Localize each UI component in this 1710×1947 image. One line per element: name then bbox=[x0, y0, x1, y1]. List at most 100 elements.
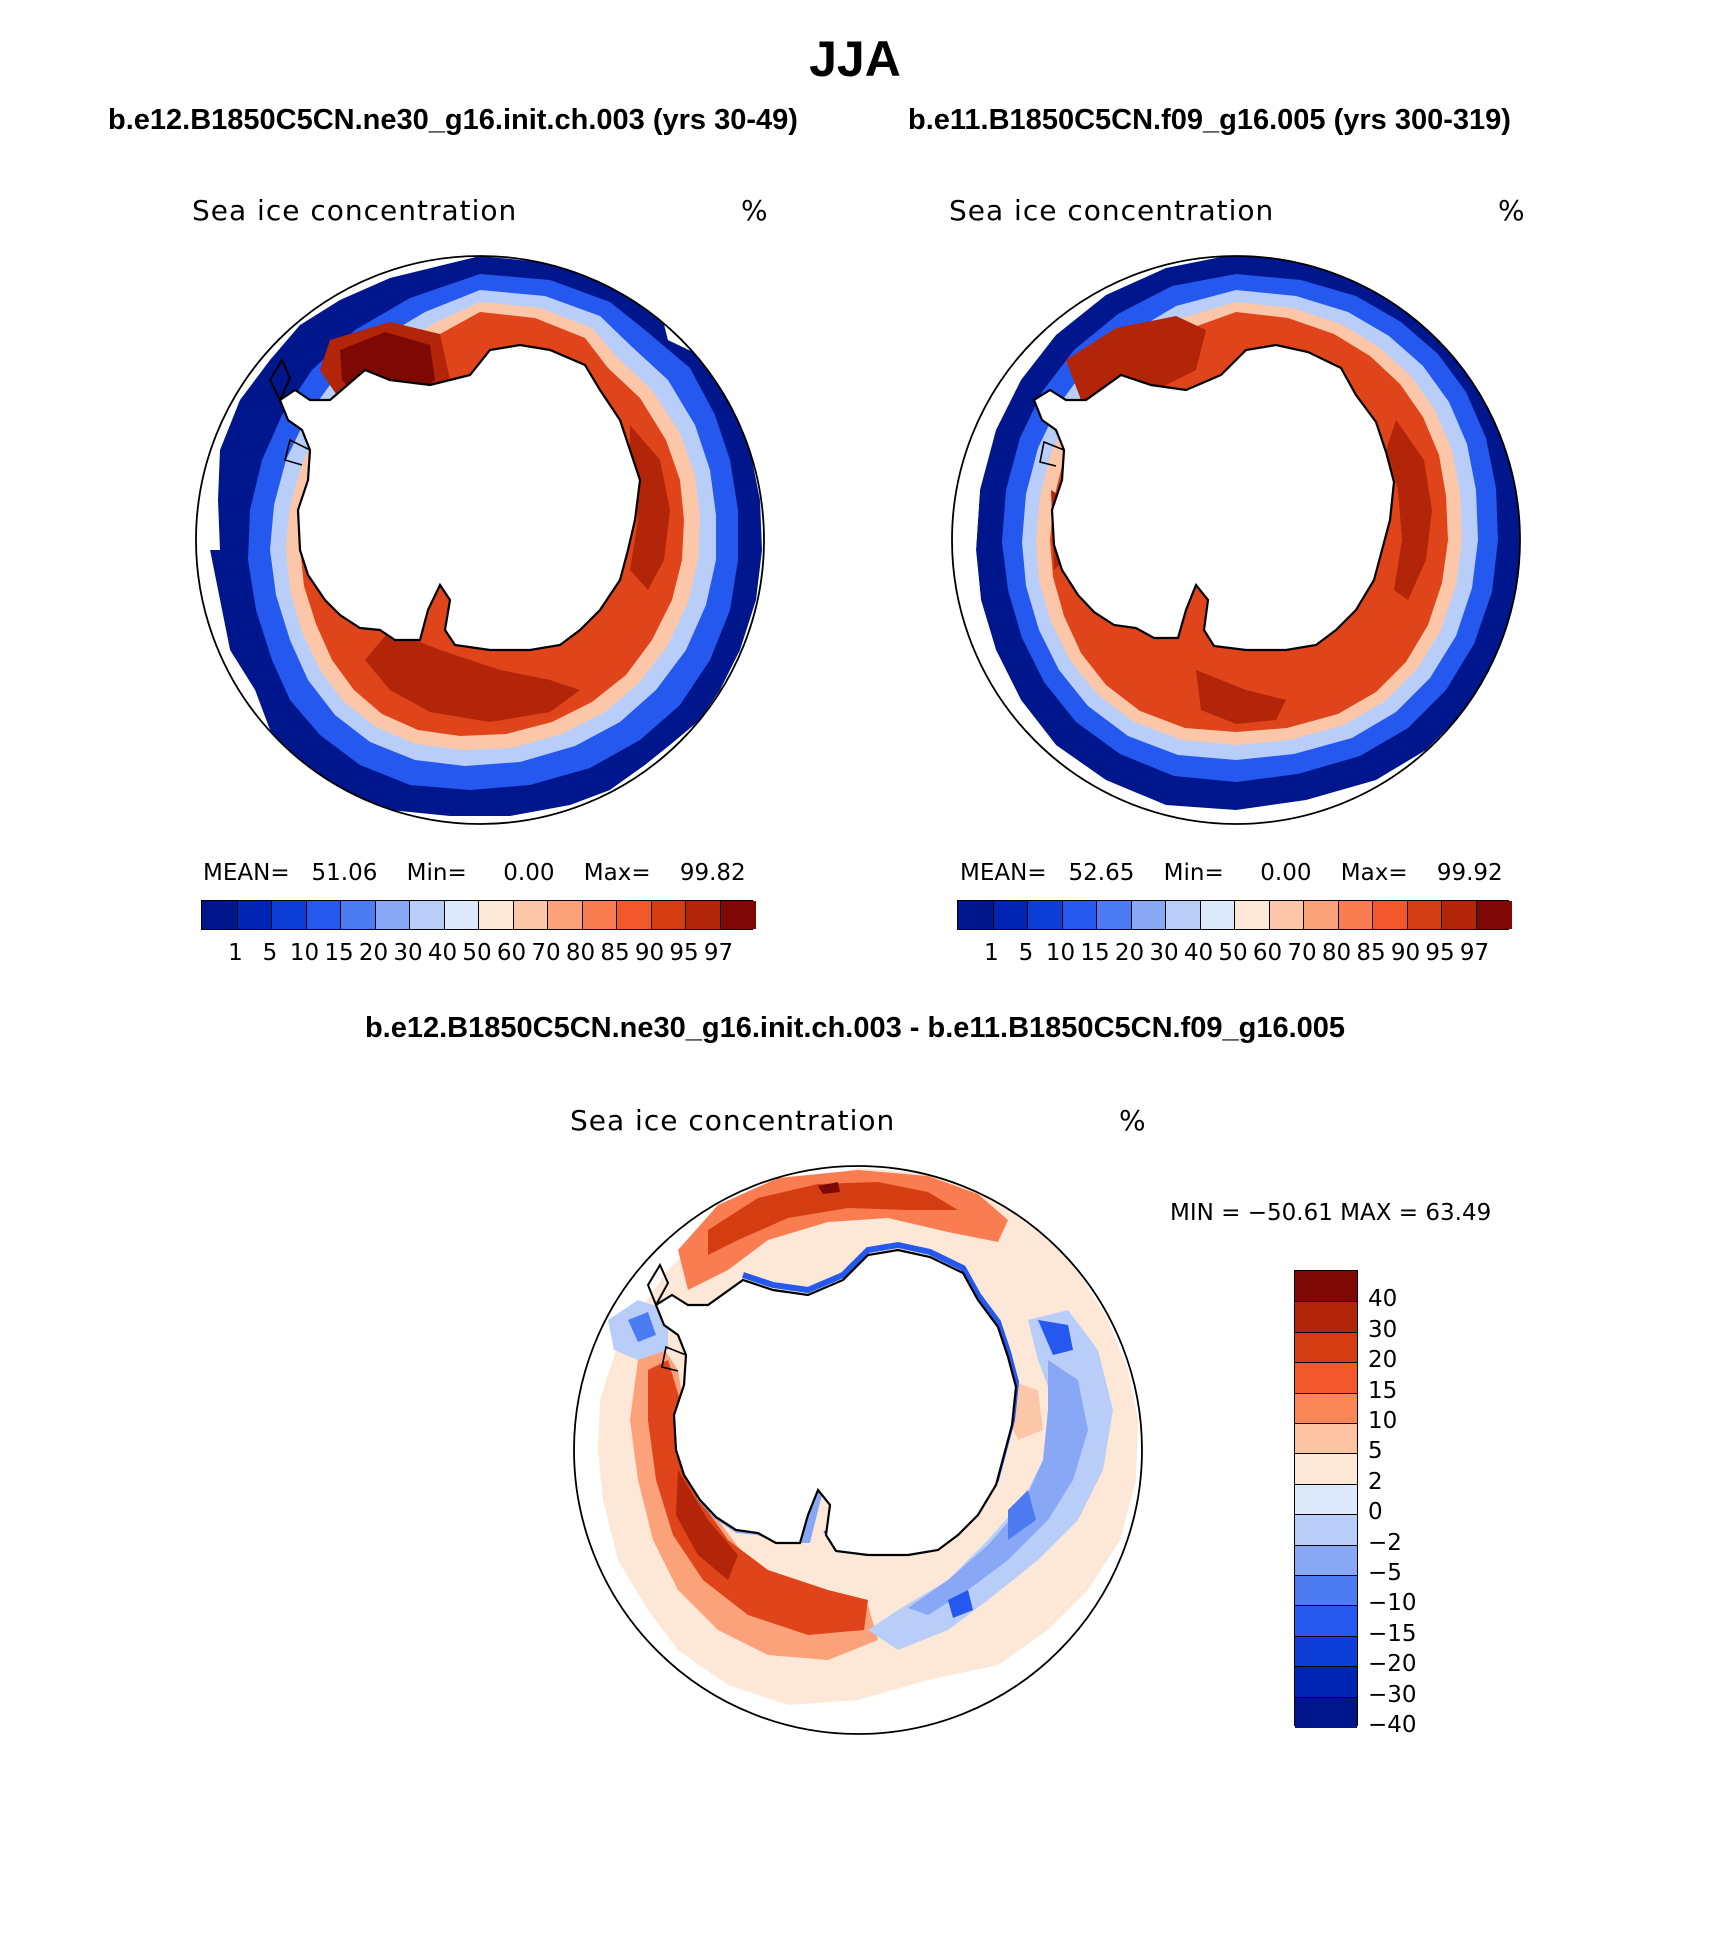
colorbar-tick-label: 50 bbox=[462, 940, 492, 966]
colorbar-swatch bbox=[271, 901, 307, 929]
colorbar-swatch bbox=[1295, 1666, 1357, 1699]
colorbar-swatch bbox=[1295, 1544, 1357, 1577]
colorbar-tick-label: −30 bbox=[1368, 1681, 1417, 1708]
colorbar-tick-label: 97 bbox=[1459, 940, 1490, 966]
colorbar-swatch bbox=[650, 901, 687, 929]
colorbar-swatch bbox=[1295, 1635, 1357, 1668]
colorbar-tick-label: 70 bbox=[531, 940, 561, 966]
colorbar-tick-label: 30 bbox=[1368, 1316, 1398, 1343]
colorbar-tick-label: 95 bbox=[669, 940, 699, 966]
colorbar-swatch bbox=[409, 901, 445, 929]
colorbar-swatch bbox=[1295, 1575, 1357, 1607]
diff-panel-title: b.e12.B1850C5CN.ne30_g16.init.ch.003 - b… bbox=[364, 1012, 1346, 1044]
figure-title: JJA bbox=[809, 31, 901, 87]
panel2-min-label: Min= bbox=[1163, 860, 1224, 886]
colorbar-swatch bbox=[1096, 901, 1132, 929]
colorbar-swatch bbox=[1295, 1483, 1357, 1516]
colorbar-tick-label: 5 bbox=[262, 940, 278, 966]
colorbar-swatch bbox=[719, 901, 756, 929]
colorbar-swatch bbox=[1295, 1392, 1357, 1425]
colorbar-tick-label: 15 bbox=[1080, 940, 1110, 966]
colorbar-tick-label: −10 bbox=[1368, 1590, 1417, 1617]
colorbar-tick-label: 1 bbox=[228, 940, 243, 966]
colorbar-tick-label: 5 bbox=[1018, 940, 1034, 966]
colorbar-swatch bbox=[1295, 1514, 1357, 1547]
colorbar-swatch bbox=[958, 901, 993, 929]
panel2-case-title: b.e11.B1850C5CN.f09_g16.005 (yrs 300-319… bbox=[908, 104, 1511, 136]
panel1-case-title: b.e12.B1850C5CN.ne30_g16.init.ch.003 (yr… bbox=[108, 104, 798, 136]
colorbar-tick-label: 15 bbox=[1368, 1377, 1398, 1404]
colorbar-swatch bbox=[1268, 901, 1305, 929]
panel1-mean-label: MEAN= bbox=[203, 860, 290, 886]
colorbar-tick-label: 95 bbox=[1425, 940, 1455, 966]
colorbar-tick-label: 15 bbox=[324, 940, 354, 966]
diff-colorbar bbox=[1294, 1270, 1358, 1729]
diff-variable-label: Sea ice concentration bbox=[570, 1104, 896, 1137]
colorbar-tick-label: 50 bbox=[1218, 940, 1248, 966]
colorbar-tick-label: −5 bbox=[1368, 1560, 1402, 1586]
colorbar-swatch bbox=[1406, 901, 1443, 929]
colorbar-swatch bbox=[1295, 1331, 1357, 1364]
colorbar-tick-label: 20 bbox=[358, 940, 389, 966]
colorbar-swatch bbox=[512, 901, 549, 929]
panel2-variable-label: Sea ice concentration bbox=[949, 194, 1275, 227]
colorbar-tick-label: 60 bbox=[1252, 940, 1283, 966]
colorbar-tick-label: 97 bbox=[703, 940, 734, 966]
colorbar-swatch bbox=[443, 901, 480, 929]
colorbar-tick-label: 60 bbox=[496, 940, 527, 966]
panel1-units-label: % bbox=[741, 194, 769, 227]
colorbar-swatch bbox=[1234, 901, 1270, 929]
panel1-max-label: Max= bbox=[583, 860, 651, 886]
colorbar-swatch bbox=[478, 901, 514, 929]
colorbar-tick-label: 30 bbox=[1149, 940, 1179, 966]
panel1-max-value: 99.82 bbox=[679, 860, 746, 886]
colorbar-swatch bbox=[1130, 901, 1167, 929]
colorbar-tick-label: 85 bbox=[600, 940, 630, 966]
colorbar-tick-label: 20 bbox=[1114, 940, 1145, 966]
colorbar-tick-label: −15 bbox=[1368, 1620, 1417, 1647]
panel2-stats: MEAN= 52.65 Min= 0.00 Max= 99.92 bbox=[960, 860, 1503, 886]
panel1-variable-label: Sea ice concentration bbox=[192, 194, 518, 227]
colorbar-swatch bbox=[236, 901, 273, 929]
panel2-mean-label: MEAN= bbox=[960, 860, 1047, 886]
colorbar-tick-label: 90 bbox=[1390, 940, 1421, 966]
colorbar-tick-label: 10 bbox=[1045, 940, 1076, 966]
colorbar-swatch bbox=[1337, 901, 1374, 929]
colorbar-swatch bbox=[1027, 901, 1063, 929]
diff-units-label: % bbox=[1119, 1104, 1147, 1137]
colorbar-tick-label: 10 bbox=[289, 940, 320, 966]
colorbar-tick-label: 5 bbox=[1368, 1438, 1383, 1465]
colorbar-swatch bbox=[202, 901, 237, 929]
colorbar-tick-label: −20 bbox=[1368, 1651, 1417, 1678]
colorbar-tick-label: 90 bbox=[634, 940, 665, 966]
colorbar-swatch bbox=[1303, 901, 1339, 929]
colorbar-tick-label: 40 bbox=[1368, 1286, 1398, 1313]
panel1-colorbar-labels: 1 5 10 15 20 30 40 50 60 70 80 85 90 95 97 bbox=[201, 940, 753, 970]
panel1-min-label: Min= bbox=[406, 860, 467, 886]
panel2-units-label: % bbox=[1498, 194, 1526, 227]
colorbar-tick-label: 20 bbox=[1368, 1347, 1398, 1374]
diff-minmax: MIN = −50.61 MAX = 63.49 bbox=[1170, 1200, 1492, 1226]
colorbar-tick-label: 10 bbox=[1368, 1408, 1398, 1434]
colorbar-swatch bbox=[1295, 1423, 1357, 1455]
colorbar-swatch bbox=[1295, 1301, 1357, 1334]
panel2-colorbar bbox=[957, 900, 1512, 930]
colorbar-tick-label: 85 bbox=[1356, 940, 1386, 966]
colorbar-swatch bbox=[992, 901, 1029, 929]
colorbar-tick-label: 1 bbox=[984, 940, 999, 966]
colorbar-swatch bbox=[1295, 1271, 1357, 1302]
panel1-polar-map bbox=[195, 255, 765, 825]
colorbar-swatch bbox=[547, 901, 583, 929]
colorbar-tick-label: 30 bbox=[393, 940, 423, 966]
colorbar-swatch bbox=[685, 901, 721, 929]
colorbar-swatch bbox=[581, 901, 618, 929]
panel1-min-value: 0.00 bbox=[503, 860, 555, 886]
colorbar-swatch bbox=[1165, 901, 1201, 929]
colorbar-tick-label: 70 bbox=[1287, 940, 1317, 966]
panel2-colorbar-labels: 1 5 10 15 20 30 40 50 60 70 80 85 90 95 97 bbox=[957, 940, 1509, 970]
panel2-max-label: Max= bbox=[1340, 860, 1408, 886]
colorbar-swatch bbox=[1372, 901, 1408, 929]
colorbar-tick-label: −40 bbox=[1368, 1712, 1417, 1738]
colorbar-swatch bbox=[340, 901, 376, 929]
panel2-max-value: 99.92 bbox=[1436, 860, 1503, 886]
